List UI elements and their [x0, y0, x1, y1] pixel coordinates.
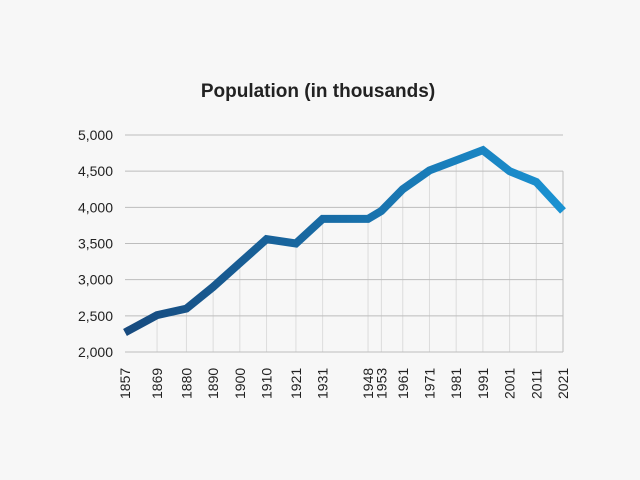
y-tick-label: 4,500: [78, 163, 113, 179]
x-tick-label: 1991: [475, 368, 491, 399]
data-point: [266, 239, 267, 240]
data-point: [509, 171, 510, 172]
x-tick-label: 1890: [205, 368, 221, 399]
x-tick-label: 1869: [149, 368, 165, 399]
x-tick-label: 1900: [232, 368, 248, 399]
y-tick-label: 5,000: [78, 127, 113, 143]
data-point: [322, 218, 323, 219]
chart-title: Population (in thousands): [201, 81, 435, 102]
data-point: [402, 189, 403, 190]
y-tick-label: 3,500: [78, 236, 113, 252]
data-point: [213, 286, 214, 287]
x-tick-label: 1857: [117, 368, 133, 399]
data-point: [239, 263, 240, 264]
x-tick-label: 1971: [421, 368, 437, 399]
y-tick-label: 2,000: [78, 344, 113, 360]
data-point: [125, 332, 126, 333]
x-tick-label: 2021: [555, 368, 571, 399]
data-point: [563, 210, 564, 211]
y-tick-label: 2,500: [78, 308, 113, 324]
x-tick-label: 1961: [395, 368, 411, 399]
x-tick-label: 1910: [259, 368, 275, 399]
data-point: [186, 308, 187, 309]
x-tick-label: 1953: [373, 368, 389, 399]
data-point: [536, 182, 537, 183]
x-tick-label: 1880: [178, 368, 194, 399]
x-tick-label: 1931: [315, 368, 331, 399]
x-tick-label: 2001: [502, 368, 518, 399]
population-line: [123, 145, 566, 336]
y-tick-label: 3,000: [78, 272, 113, 288]
data-point: [482, 150, 483, 151]
x-tick-label: 1948: [360, 368, 376, 399]
data-point: [157, 315, 158, 316]
x-tick-label: 1981: [448, 368, 464, 399]
data-point: [381, 210, 382, 211]
data-point: [295, 243, 296, 244]
x-tick-label: 1921: [288, 368, 304, 399]
data-point: [429, 170, 430, 171]
data-point: [456, 160, 457, 161]
data-point: [368, 218, 369, 219]
x-tick-label: 2011: [528, 369, 544, 399]
y-tick-label: 4,000: [78, 199, 113, 215]
